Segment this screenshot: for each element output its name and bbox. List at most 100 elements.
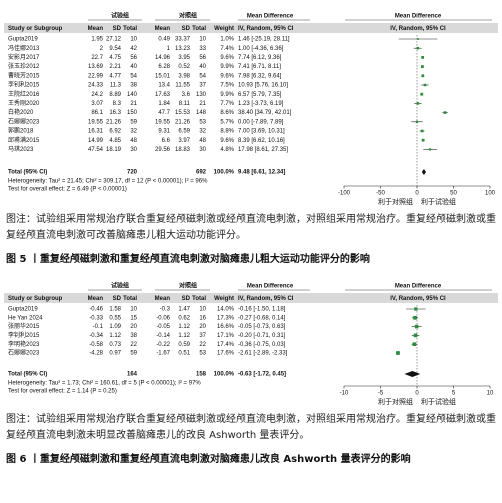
table-cell: 10.93 [5.76, 16.10] <box>238 83 288 89</box>
table-cell: -0.27 [-0.68, 0.14] <box>238 315 286 321</box>
table-cell: 0.62 <box>178 315 190 321</box>
table-cell: 59 <box>130 351 137 357</box>
column-header: Total <box>123 26 137 32</box>
table-cell: 4.75 <box>109 55 121 61</box>
table-cell: 6.92 <box>109 129 121 135</box>
table-cell: 59 <box>130 119 137 125</box>
table-cell: 16.31 <box>88 129 104 135</box>
table-cell: -0.58 <box>89 342 103 348</box>
table-cell: 53 <box>199 119 206 125</box>
column-header: Study or Subgroup <box>8 296 63 302</box>
total-n: 164 <box>127 372 138 378</box>
favours-label: 利于试验组 <box>421 197 456 206</box>
column-header: Mean <box>155 26 171 32</box>
table-cell: 37 <box>199 83 206 89</box>
table-cell: 33 <box>199 46 206 52</box>
effect-square <box>396 351 400 355</box>
overall-effect: Test for overall effect: Z = 6.49 (P < 0… <box>8 187 127 193</box>
effect-square <box>423 83 427 87</box>
table-cell: 15.53 <box>175 110 191 116</box>
table-cell: 11.3 <box>110 83 122 89</box>
table-cell: 郭鹏2018 <box>8 127 34 135</box>
x-tick-label: -10 <box>340 391 349 397</box>
table-cell: 冯佳娜2013 <box>8 44 40 52</box>
table-cell: 56 <box>130 55 137 61</box>
table-cell: -0.14 <box>156 333 170 339</box>
column-header: Weight <box>214 26 234 32</box>
overall-effect: Test for overall effect: Z = 1.14 (P = 0… <box>8 389 117 395</box>
table-cell: 3.97 <box>178 138 190 144</box>
caption: 图注：试验组采用常规治疗联合重复经颅磁刺激或经颅直流电刺激，对照组采用常规治疗。… <box>6 214 496 241</box>
md-header: Mean Difference <box>395 14 442 20</box>
table-cell: 王院红2016 <box>8 90 40 98</box>
total-n: 158 <box>196 372 207 378</box>
table-cell: 19.55 <box>155 119 171 125</box>
forest-plot: 试验组 对照组 Mean Difference Mean Difference Stud… <box>4 12 498 206</box>
column-header: SD <box>182 296 191 302</box>
table-cell: 13.4 <box>158 83 170 89</box>
table-cell: 4.85 <box>109 138 121 144</box>
table-cell: -0.05 [-0.73, 0.63] <box>238 324 286 330</box>
table-cell: 8.89 <box>109 92 121 98</box>
group-header: 试验组 <box>111 12 129 20</box>
table-cell: 21.26 <box>106 119 122 125</box>
table-cell: 10 <box>130 307 137 313</box>
table-cell: 37 <box>199 333 206 339</box>
table-cell: -0.06 <box>156 315 170 321</box>
figure-title: 图 5 丨重复经颅磁刺激和重复经颅直流电刺激对脑瘫患儿粗大运动功能评分的影响 <box>6 254 370 265</box>
x-tick-label: 10 <box>487 391 494 397</box>
effect-square <box>420 92 424 96</box>
table-cell: 0.55 <box>109 315 121 321</box>
table-cell: 16 <box>199 315 206 321</box>
table-cell: -0.22 <box>156 342 170 348</box>
table-cell: 13.69 <box>88 64 104 70</box>
table-cell: 24.2 <box>91 92 103 98</box>
table-cell: 14.99 <box>88 138 104 144</box>
table-cell: 1.23 [-3.73, 6.19] <box>238 101 284 107</box>
table-cell: -0.36 [-0.75, 0.03] <box>238 342 286 348</box>
table-cell: 9.6% <box>220 138 234 144</box>
table-cell: 18.19 <box>106 147 122 153</box>
effect-square <box>412 342 417 347</box>
table-cell: 30 <box>199 147 206 153</box>
table-cell: 40 <box>199 64 206 70</box>
md-header: Mean Difference <box>247 284 294 290</box>
total-weight: 100.0% <box>214 170 235 176</box>
table-cell: 18.83 <box>175 147 191 153</box>
md-header: Mean Difference <box>247 14 294 20</box>
table-cell: 曹晓芳2015 <box>8 71 40 79</box>
column-header: Total <box>123 296 137 302</box>
table-cell: 16.6% <box>217 324 235 330</box>
x-tick-label: 100 <box>485 191 496 197</box>
table-cell: -4.28 <box>89 351 103 357</box>
table-cell: 56 <box>199 55 206 61</box>
table-cell: 李钊利2015 <box>8 81 40 89</box>
table-cell: 9.6% <box>220 73 234 79</box>
table-cell: 4.77 <box>109 73 121 79</box>
column-header: SD <box>113 296 122 302</box>
table-cell: 10 <box>130 37 137 43</box>
total-n: 720 <box>127 170 138 176</box>
column-header: IV, Random, 95% CI <box>390 296 446 302</box>
effect-square <box>415 120 419 123</box>
table-cell: Gupta2019 <box>8 37 38 43</box>
table-cell: 20 <box>130 324 137 330</box>
x-tick-label: -50 <box>376 191 385 197</box>
table-cell: 0.49 <box>158 37 170 43</box>
column-header: IV, Random, 95% CI <box>238 26 294 32</box>
table-cell: 150 <box>127 110 138 116</box>
total-n: 692 <box>196 170 207 176</box>
table-cell: 李钊利2015 <box>8 331 40 339</box>
table-cell: 17.6% <box>217 351 235 357</box>
table-cell: 9.54 <box>109 46 121 52</box>
table-cell: 石娜娜2023 <box>8 349 40 357</box>
table-cell: 7.4% <box>220 46 234 52</box>
table-cell: 22.7 <box>91 55 103 61</box>
table-cell: 32 <box>130 129 137 135</box>
table-cell: 19.55 <box>88 119 104 125</box>
table-cell: 22.99 <box>88 73 104 79</box>
table-cell: 13.23 <box>175 46 191 52</box>
table-cell: 27.12 <box>106 37 122 43</box>
table-cell: 7.5% <box>220 83 234 89</box>
table-cell: 1.12 <box>178 333 190 339</box>
